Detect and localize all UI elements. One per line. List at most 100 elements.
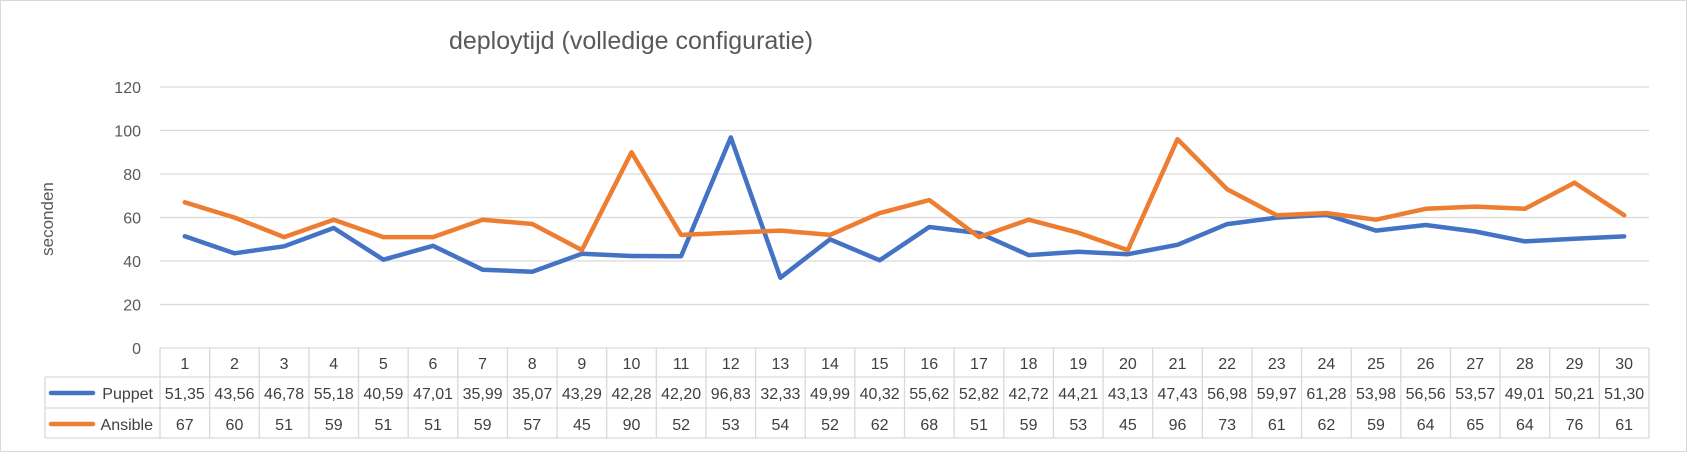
x-tick-label: 6 — [429, 356, 438, 373]
data-label: 43,29 — [562, 386, 602, 403]
x-tick-label: 10 — [623, 356, 641, 373]
series-name: Ansible — [101, 417, 154, 434]
x-tick-label: 20 — [1119, 356, 1137, 373]
data-label: 45 — [573, 417, 591, 434]
x-tick-label: 25 — [1367, 356, 1385, 373]
x-tick-label: 2 — [230, 356, 239, 373]
data-label: 35,07 — [512, 386, 552, 403]
x-tick-label: 28 — [1516, 356, 1534, 373]
data-label: 59 — [325, 417, 343, 434]
data-label: 43,13 — [1108, 386, 1148, 403]
data-label: 56,98 — [1207, 386, 1247, 403]
y-axis-label: seconden — [38, 182, 57, 256]
data-label: 49,99 — [810, 386, 850, 403]
series-line-ansible — [182, 136, 1627, 253]
x-tick-label: 22 — [1218, 356, 1236, 373]
data-label: 60 — [226, 417, 244, 434]
data-label: 64 — [1516, 417, 1534, 434]
x-tick-label: 9 — [577, 356, 586, 373]
x-tick-label: 11 — [673, 356, 690, 373]
data-label: 55,62 — [909, 386, 949, 403]
data-label: 61,28 — [1306, 386, 1346, 403]
data-label: 42,72 — [1009, 386, 1049, 403]
x-tick-label: 19 — [1069, 356, 1087, 373]
data-label: 40,32 — [860, 386, 900, 403]
data-label: 54 — [772, 417, 790, 434]
data-label: 49,01 — [1505, 386, 1545, 403]
data-label: 96,83 — [711, 386, 751, 403]
x-tick-label: 26 — [1417, 356, 1435, 373]
data-label: 61 — [1615, 417, 1633, 434]
data-label: 65 — [1466, 417, 1484, 434]
x-tick-label: 5 — [379, 356, 388, 373]
data-label: 73 — [1218, 417, 1236, 434]
data-label: 56,56 — [1406, 386, 1446, 403]
chart-title: deploytijd (volledige configuratie) — [449, 27, 813, 55]
data-label: 42,28 — [611, 386, 651, 403]
y-tick-label: 100 — [114, 124, 141, 141]
x-tick-label: 1 — [180, 356, 189, 373]
data-label: 76 — [1566, 417, 1584, 434]
data-label: 51 — [424, 417, 442, 434]
data-label: 90 — [623, 417, 641, 434]
y-tick-label: 40 — [123, 254, 141, 271]
x-tick-label: 14 — [821, 356, 839, 373]
x-tick-label: 15 — [871, 356, 889, 373]
data-label: 51,30 — [1604, 386, 1644, 403]
gridlines — [160, 86, 1649, 306]
x-tick-label: 17 — [970, 356, 988, 373]
data-label: 46,78 — [264, 386, 304, 403]
data-label: 57 — [523, 417, 541, 434]
data-label: 42,20 — [661, 386, 701, 403]
data-label: 59 — [1367, 417, 1385, 434]
series-line-puppet — [182, 135, 1627, 280]
data-label: 52 — [672, 417, 690, 434]
data-label: 51 — [970, 417, 988, 434]
data-label: 53,57 — [1455, 386, 1495, 403]
y-tick-label: 80 — [123, 167, 141, 184]
x-tick-label: 3 — [280, 356, 289, 373]
x-tick-label: 12 — [722, 356, 740, 373]
data-label: 52 — [821, 417, 839, 434]
data-label: 44,21 — [1058, 386, 1098, 403]
y-tick-label: 0 — [132, 341, 141, 358]
data-label: 47,43 — [1157, 386, 1197, 403]
data-label: 59,97 — [1257, 386, 1297, 403]
x-tick-label: 4 — [329, 356, 338, 373]
data-label: 68 — [920, 417, 938, 434]
data-label: 50,21 — [1555, 386, 1595, 403]
series-name: Puppet — [102, 386, 153, 403]
data-label: 61 — [1268, 417, 1286, 434]
series-lines — [182, 135, 1627, 280]
data-label: 52,82 — [959, 386, 999, 403]
data-label: 51,35 — [165, 386, 205, 403]
data-label: 53 — [722, 417, 740, 434]
data-label: 35,99 — [463, 386, 503, 403]
data-label: 53,98 — [1356, 386, 1396, 403]
x-tick-label: 18 — [1020, 356, 1038, 373]
data-label: 55,18 — [314, 386, 354, 403]
x-tick-label: 30 — [1615, 356, 1633, 373]
data-label: 64 — [1417, 417, 1435, 434]
x-tick-label: 29 — [1566, 356, 1584, 373]
data-label: 45 — [1119, 417, 1137, 434]
y-tick-label: 120 — [114, 80, 141, 97]
data-label: 43,56 — [214, 386, 254, 403]
x-tick-label: 21 — [1169, 356, 1187, 373]
data-label: 62 — [871, 417, 889, 434]
x-tick-label: 13 — [772, 356, 790, 373]
data-label: 51 — [374, 417, 392, 434]
data-label: 59 — [474, 417, 492, 434]
data-label: 53 — [1069, 417, 1087, 434]
x-tick-label: 24 — [1317, 356, 1335, 373]
x-tick-label: 7 — [478, 356, 487, 373]
data-label: 59 — [1020, 417, 1038, 434]
y-tick-labels: 0 20 40 60 80 100 120 — [114, 80, 141, 358]
data-label: 62 — [1317, 417, 1335, 434]
data-label: 40,59 — [363, 386, 403, 403]
data-label: 96 — [1169, 417, 1187, 434]
data-table: 1 2 3 4 5 6 7 8 9 10 11 12 13 14 15 16 17 18 19 20 21 22 23 24 2… — [44, 347, 1650, 439]
y-tick-label: 20 — [123, 298, 141, 315]
